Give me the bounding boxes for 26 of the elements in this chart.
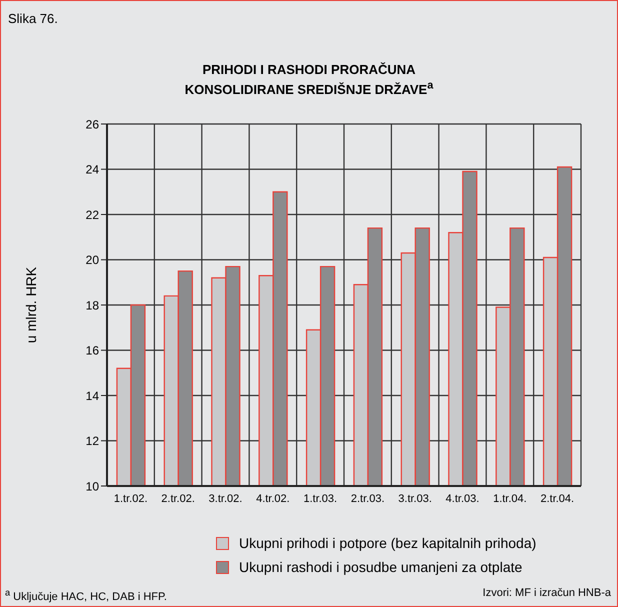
y-tick-label: 14 — [86, 388, 100, 403]
x-tick-label: 4.tr.03. — [446, 492, 480, 505]
y-tick-label: 26 — [86, 117, 100, 132]
y-tick-label: 24 — [86, 162, 100, 177]
y-tick-label: 18 — [86, 298, 100, 312]
y-tick-label: 12 — [86, 434, 100, 448]
text: Izvori: MF i izračun HNB-a — [482, 587, 611, 599]
x-tick-label: 1.tr.04. — [493, 492, 527, 505]
text: Slika 76. — [8, 11, 58, 26]
y-tick-label: 16 — [86, 344, 100, 358]
x-tick-label: 2.tr.02. — [161, 492, 195, 505]
text: $^{a}$ Uključuje HAC, HC, DAB i HFP. — [5, 587, 167, 603]
x-tick-label: 2.tr.04. — [540, 492, 574, 505]
x-tick-label: 1.tr.03. — [303, 492, 338, 505]
y-axis-title: u mlrd. HRK — [22, 266, 39, 344]
x-tick-label: 4.tr.02. — [256, 492, 290, 505]
x-tick-label: 3.tr.02. — [208, 492, 242, 505]
legend-label: Ukupni rashodi i posudbe umanjeni za otplate — [239, 559, 522, 575]
x-tick-label: 3.tr.03. — [398, 492, 432, 505]
y-tick-label: 20 — [86, 253, 100, 268]
y-tick-label: 22 — [86, 208, 100, 222]
x-tick-label: 1.tr.02. — [114, 492, 148, 505]
y-tick-label: 10 — [86, 479, 100, 494]
legend-label: Ukupni prihodi i potpore (bez kapitalnih prihoda) — [239, 535, 536, 551]
x-tick-label: 2.tr.03. — [350, 492, 385, 505]
chart-title: PRIHODI I RASHODI PRORAČUNA KONSOLIDIRANE SREDIŠNJE DRŽAVE$^{a}$ — [184, 62, 434, 98]
